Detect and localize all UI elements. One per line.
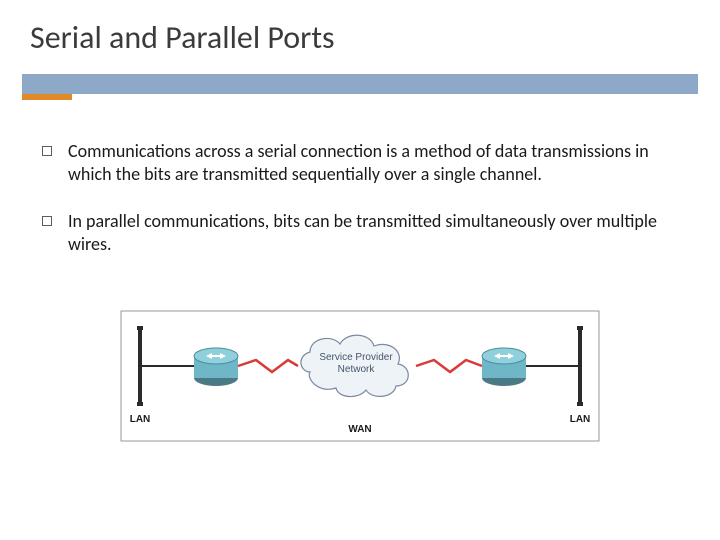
- lan-label-right: LAN: [570, 414, 591, 425]
- list-item: Communications across a serial connectio…: [42, 140, 682, 186]
- router-left-icon: [194, 348, 238, 386]
- network-diagram: LAN LAN Service Provider Network: [120, 310, 600, 470]
- bullet-list: Communications across a serial connectio…: [42, 140, 682, 280]
- slide-title: Serial and Parallel Ports: [30, 18, 335, 57]
- router-right-icon: [482, 348, 526, 386]
- wan-label: WAN: [348, 424, 371, 435]
- bullet-text: Communications across a serial connectio…: [68, 140, 682, 186]
- square-bullet-icon: [42, 146, 52, 156]
- cloud-label-2: Network: [338, 364, 376, 375]
- list-item: In parallel communications, bits can be …: [42, 210, 682, 256]
- bullet-text: In parallel communications, bits can be …: [68, 210, 682, 256]
- lan-label-left: LAN: [130, 414, 151, 425]
- cloud-label-1: Service Provider: [319, 352, 393, 363]
- accent-bar: [22, 74, 698, 94]
- accent-tab: [22, 94, 72, 100]
- square-bullet-icon: [42, 216, 52, 226]
